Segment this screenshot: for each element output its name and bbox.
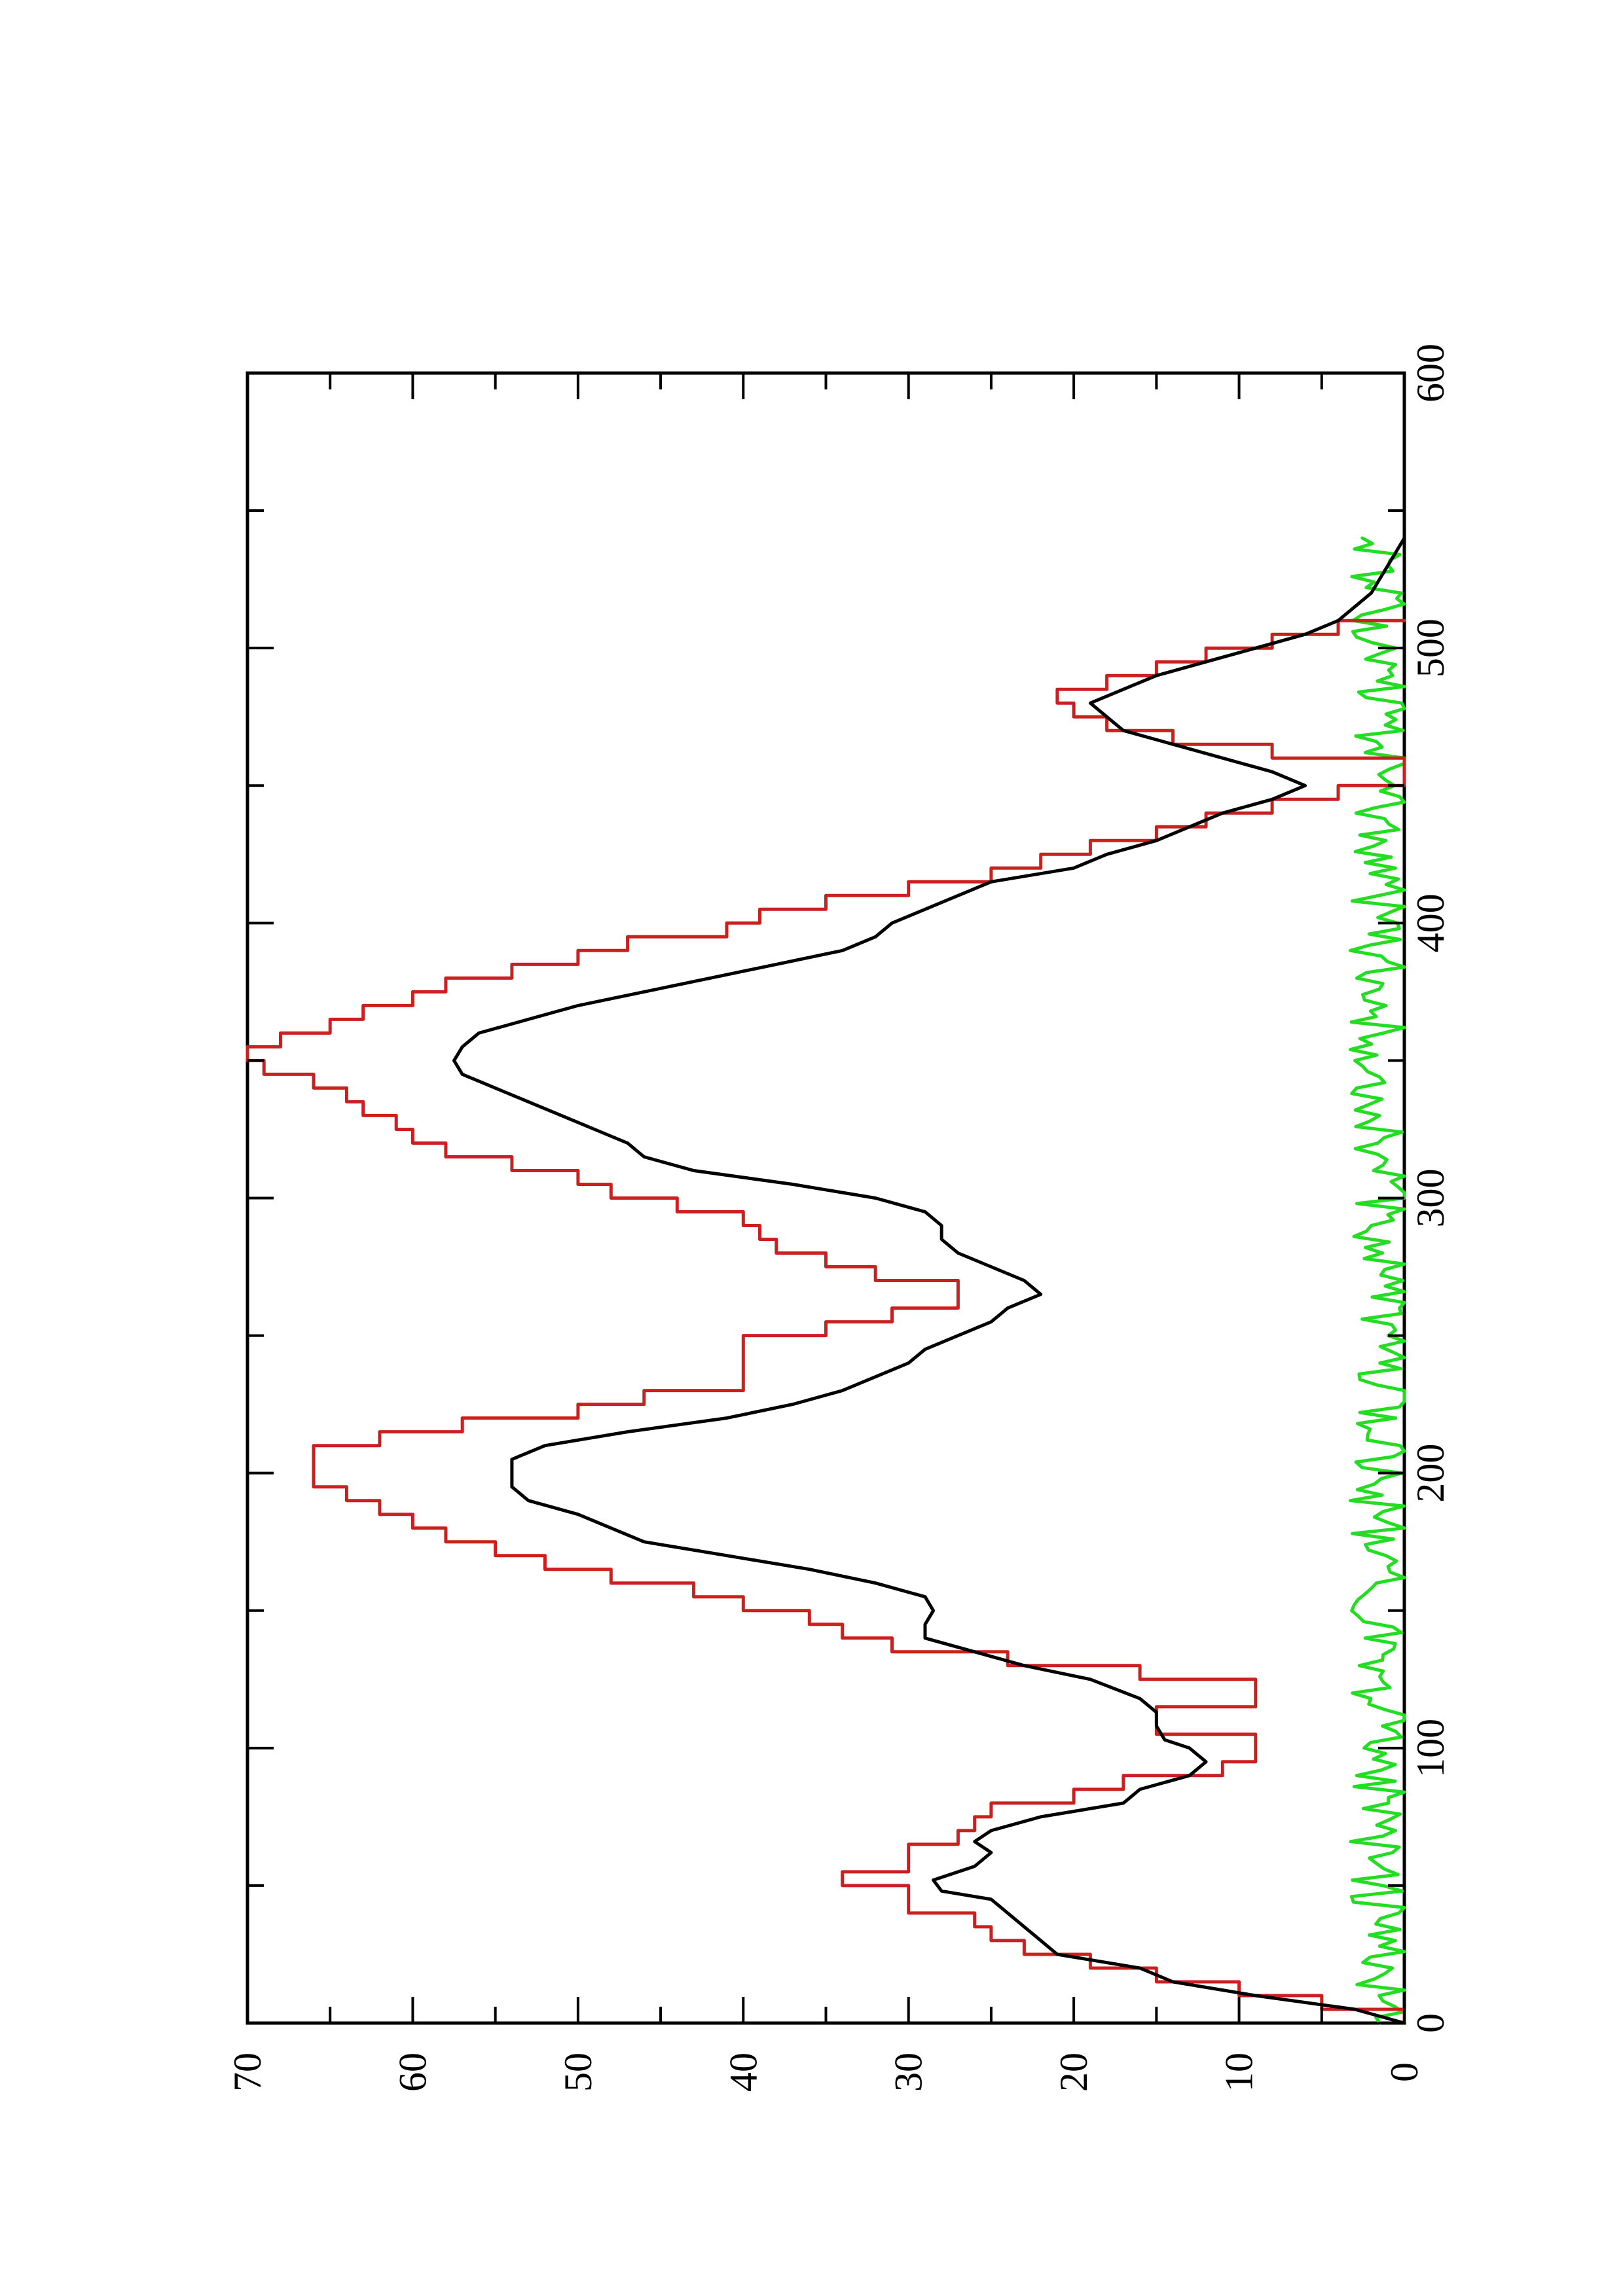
x-tick-label: 400 bbox=[1409, 893, 1452, 952]
y-tick-label: 0 bbox=[1383, 2062, 1426, 2082]
y-tick-label: 70 bbox=[226, 2053, 269, 2092]
x-tick-label: 200 bbox=[1409, 1444, 1452, 1503]
y-axis-ticks: 0 10 20 30 40 50 60 70 bbox=[226, 373, 1426, 2092]
x-axis-ticks: 0 100 200 300 400 500 600 bbox=[247, 344, 1452, 2033]
x-tick-label: 600 bbox=[1409, 344, 1452, 403]
x-tick-label: 300 bbox=[1409, 1169, 1452, 1228]
series-black-line bbox=[452, 536, 1406, 2025]
x-tick-label: 500 bbox=[1409, 619, 1452, 677]
y-tick-label: 40 bbox=[721, 2053, 765, 2092]
y-tick-label: 30 bbox=[887, 2053, 930, 2092]
y-tick-label: 50 bbox=[556, 2053, 600, 2092]
y-tick-label: 60 bbox=[391, 2053, 434, 2092]
x-tick-label: 0 bbox=[1409, 2013, 1452, 2033]
series-line-path bbox=[452, 536, 1406, 2025]
series-red-line bbox=[246, 619, 1406, 2025]
y-tick-label: 20 bbox=[1052, 2053, 1095, 2092]
x-tick-label: 100 bbox=[1409, 1719, 1452, 1778]
series-line-path bbox=[246, 619, 1406, 2025]
y-tick-label: 10 bbox=[1218, 2053, 1261, 2092]
